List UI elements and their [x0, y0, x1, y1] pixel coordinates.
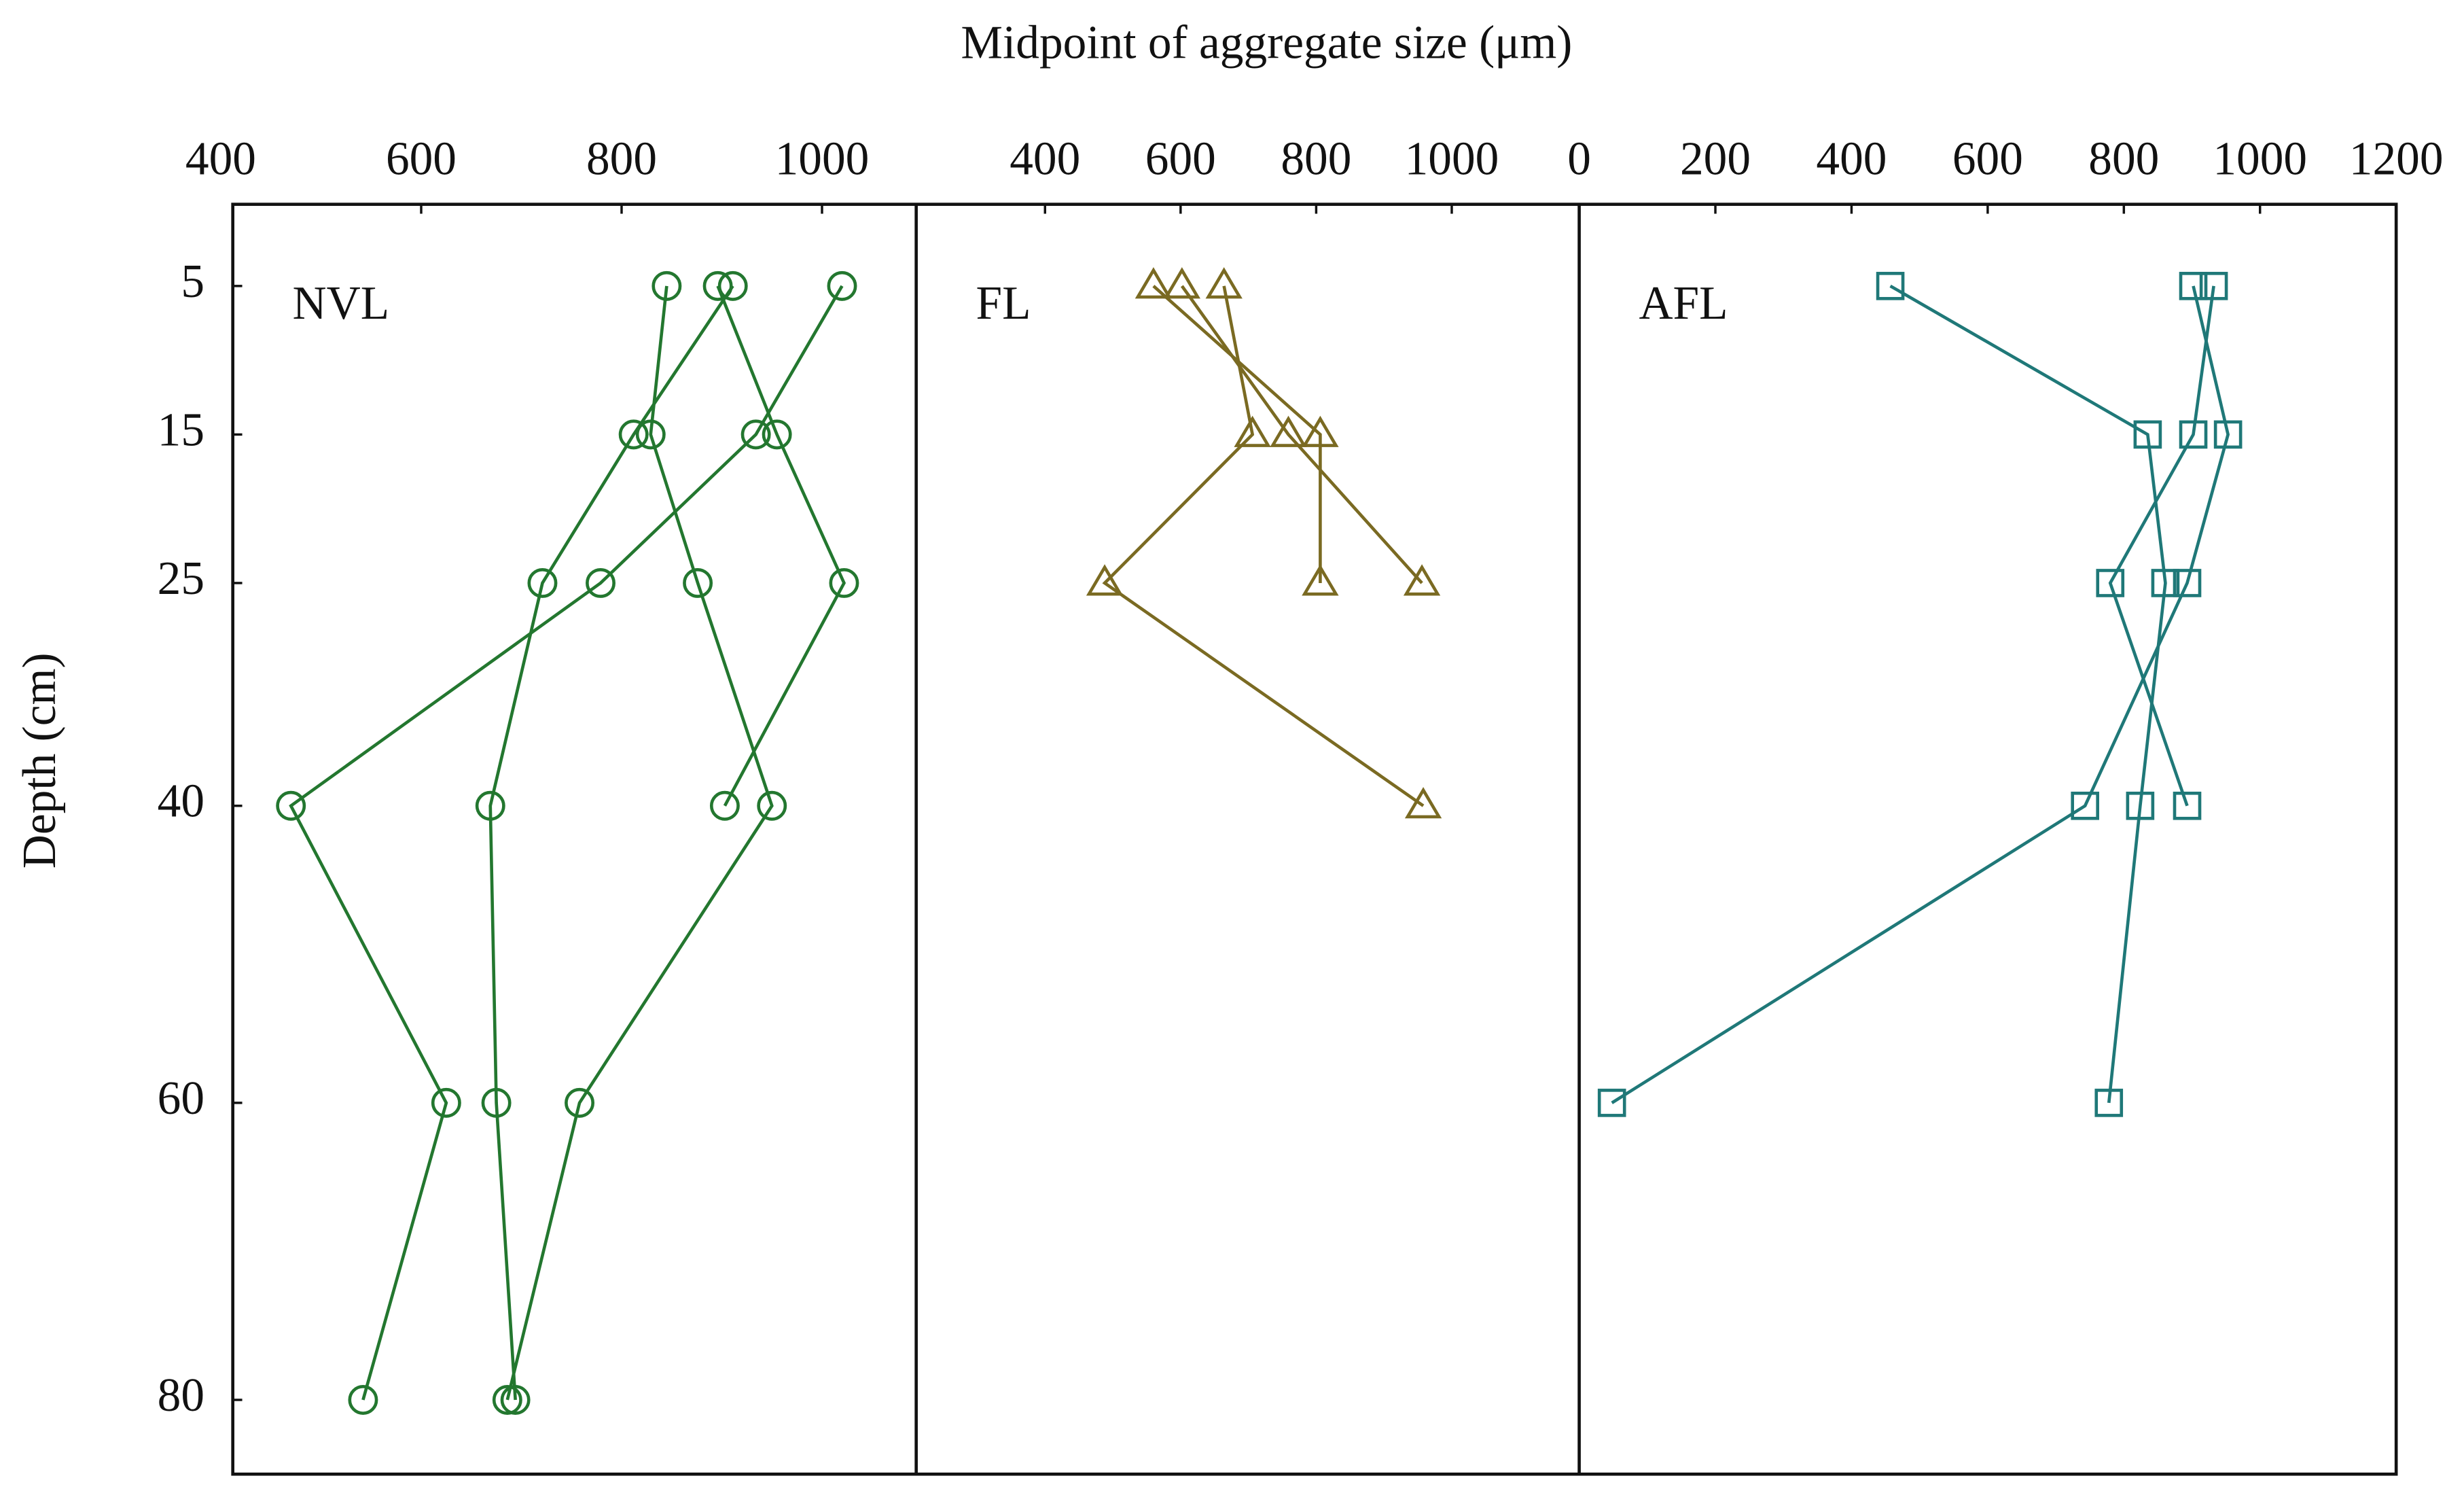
- x-tick-label: 200: [1680, 133, 1751, 185]
- marker: [481, 1087, 512, 1118]
- marker: [1086, 564, 1124, 596]
- marker: [2151, 569, 2180, 597]
- marker: [635, 419, 666, 450]
- marker: [2096, 569, 2125, 597]
- marker: [683, 567, 713, 598]
- series-line: [1152, 285, 1322, 583]
- x-tick-label: 800: [2088, 133, 2159, 185]
- x-tick-label: 0: [1567, 133, 1591, 185]
- marker: [702, 270, 733, 301]
- series-line: [1611, 285, 2230, 1104]
- x-tick-label: 600: [1145, 133, 1216, 185]
- marker: [2199, 272, 2228, 300]
- marker: [475, 790, 505, 821]
- marker: [1205, 267, 1243, 299]
- marker: [276, 790, 306, 821]
- y-tick-label: 40: [158, 775, 204, 828]
- series-line: [289, 285, 844, 1401]
- marker: [2179, 420, 2208, 449]
- marker: [829, 567, 859, 598]
- marker: [1135, 267, 1173, 299]
- marker: [2213, 420, 2243, 449]
- marker: [492, 1385, 522, 1415]
- series-line: [716, 285, 846, 807]
- series-line: [488, 285, 734, 1401]
- marker: [1270, 415, 1307, 447]
- marker: [2179, 272, 2208, 300]
- x-tick-label: 1000: [1405, 133, 1499, 185]
- y-tick-label: 60: [158, 1072, 204, 1125]
- panel-label: AFL: [1639, 277, 1728, 330]
- marker: [2133, 420, 2162, 449]
- marker: [1302, 564, 1339, 596]
- y-tick-label: 5: [181, 256, 204, 308]
- x-tick-label: 600: [1952, 133, 2023, 185]
- marker: [827, 270, 857, 301]
- x-tick-label: 600: [386, 133, 457, 185]
- marker: [740, 419, 771, 450]
- x-tick-label: 400: [185, 133, 256, 185]
- marker: [1234, 415, 1271, 447]
- marker: [500, 1385, 531, 1415]
- x-tick-label: 400: [1010, 133, 1080, 185]
- marker: [527, 567, 558, 598]
- marker: [348, 1385, 378, 1415]
- panel-label: FL: [976, 277, 1031, 330]
- marker: [1876, 272, 1905, 300]
- series-line: [505, 285, 774, 1401]
- x-tick-label: 1000: [775, 133, 870, 185]
- marker: [651, 270, 682, 301]
- y-tick-label: 80: [158, 1369, 204, 1422]
- marker: [2173, 569, 2202, 597]
- marker: [1302, 415, 1339, 447]
- x-axis-title: Midpoint of aggregate size (μm): [961, 16, 1572, 69]
- marker: [565, 1087, 595, 1118]
- marker: [618, 419, 649, 450]
- marker: [431, 1087, 461, 1118]
- series-line: [1180, 285, 1423, 584]
- x-tick-label: 400: [1816, 133, 1887, 185]
- marker: [1597, 1089, 1626, 1117]
- x-tick-label: 1200: [2349, 133, 2444, 185]
- marker: [2173, 791, 2202, 820]
- plot-frame: [231, 203, 2398, 1476]
- x-tick-label: 800: [586, 133, 657, 185]
- y-axis-title: Depth (cm): [14, 652, 66, 868]
- marker: [1403, 564, 1441, 596]
- marker: [762, 419, 792, 450]
- marker: [2071, 791, 2099, 820]
- marker: [709, 790, 740, 821]
- x-tick-label: 1000: [2213, 133, 2307, 185]
- y-tick-label: 15: [158, 404, 204, 456]
- x-tick-label: 800: [1281, 133, 1351, 185]
- marker: [757, 790, 787, 821]
- marker: [1404, 787, 1442, 819]
- series-line: [2108, 285, 2215, 807]
- y-tick-label: 25: [158, 552, 204, 605]
- panel-label: NVL: [293, 277, 390, 330]
- marker: [2126, 791, 2155, 820]
- marker: [586, 567, 615, 598]
- marker: [1163, 267, 1201, 299]
- marker: [2094, 1089, 2124, 1117]
- series-line: [1889, 284, 2167, 1104]
